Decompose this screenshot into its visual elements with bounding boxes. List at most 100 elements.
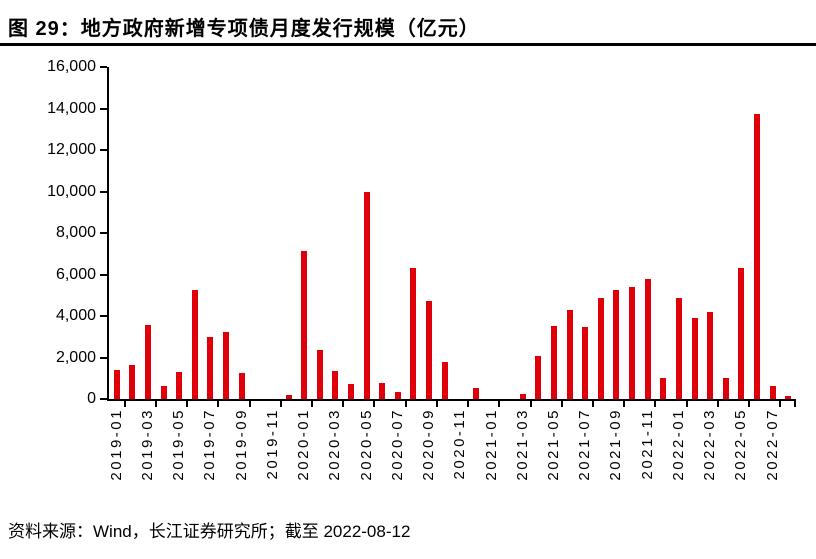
bar-2022-05 [738, 268, 745, 399]
x-axis-tick [467, 401, 470, 407]
y-axis-tick [100, 232, 107, 234]
x-axis-tick-label: 2020-05 [357, 408, 375, 481]
x-axis-tick-label: 2020-07 [388, 408, 406, 481]
x-axis-tick [310, 401, 313, 407]
y-axis-tick-label: 16,000 [47, 58, 96, 75]
x-axis-tick-label: 2020-01 [295, 408, 313, 481]
y-axis-tick [100, 315, 107, 317]
bar-2022-04 [722, 378, 729, 399]
bar-2019-03 [145, 325, 152, 399]
bar-2020-04 [348, 384, 354, 399]
figure-title: 图 29：地方政府新增专项债月度发行规模（亿元） [8, 18, 480, 40]
x-axis-tick [592, 401, 595, 407]
x-axis-tick [154, 401, 157, 407]
x-axis-tick-label: 2021-03 [513, 408, 531, 481]
bar-2022-02 [691, 318, 698, 399]
bar-2019-05 [176, 372, 183, 399]
y-axis-tick [100, 149, 107, 151]
bar-2020-02 [316, 350, 323, 399]
bar-2020-06 [379, 383, 386, 399]
bar-2021-08 [597, 298, 604, 399]
x-axis-tick [748, 401, 751, 407]
bar-chart: 0 2,000 4,000 6,000 8,000 10,000 12,000 14,000 1… [0, 50, 816, 510]
bar-2020-09 [426, 301, 433, 399]
bar-2020-01 [301, 251, 308, 399]
y-axis-tick-label: 0 [87, 390, 96, 407]
x-axis-end-tick [794, 401, 796, 407]
x-axis-tick-label: 2022-03 [701, 408, 719, 481]
x-axis-tick [779, 401, 782, 407]
x-axis-tick-label: 2019-09 [232, 408, 250, 481]
y-axis-tick [100, 356, 107, 359]
y-axis-tick-label: 14,000 [47, 99, 96, 117]
x-axis-tick [623, 401, 626, 407]
y-axis-tick [100, 66, 107, 68]
chart-plot-area [107, 67, 796, 401]
bar-2021-04 [535, 356, 542, 399]
x-axis-tick [123, 401, 126, 407]
bar-2022-08 [785, 396, 792, 399]
source-note: 资料来源：Wind，长江证券研究所；截至 2022-08-12 [8, 522, 411, 541]
x-axis-tick-label: 2021-09 [607, 408, 625, 481]
bar-2022-01 [675, 298, 682, 399]
bar-2020-08 [410, 268, 417, 399]
x-axis-tick [435, 401, 438, 407]
x-axis-tick [529, 401, 532, 407]
x-axis-tick [279, 401, 282, 407]
bar-2021-05 [550, 326, 557, 399]
bar-2021-09 [613, 290, 620, 399]
bar-2020-07 [394, 392, 401, 399]
bar-2021-10 [629, 287, 636, 399]
x-axis-tick [404, 401, 407, 407]
x-axis-tick [716, 401, 719, 407]
y-axis-tick-label: 2,000 [55, 348, 96, 366]
bar-2020-03 [332, 371, 339, 399]
bar-2022-03 [707, 312, 714, 399]
x-axis-tick-label: 2022-01 [669, 408, 687, 481]
x-axis-tick [186, 401, 189, 407]
x-axis-tick-label: 2021-05 [544, 408, 562, 481]
y-axis-tick [100, 273, 107, 276]
x-axis-tick-label: 2019-07 [201, 408, 219, 481]
x-axis-tick [654, 401, 657, 407]
x-axis-tick-label: 2019-05 [170, 408, 188, 481]
bar-2020-10 [441, 362, 448, 399]
x-axis-tick-label: 2019-01 [107, 408, 125, 481]
bar-2020-12 [472, 388, 479, 399]
y-axis-tick [100, 190, 107, 193]
y-axis-tick-label: 10,000 [47, 182, 96, 200]
bar-2021-11 [644, 279, 651, 399]
x-axis-tick [498, 401, 501, 407]
x-axis-tick [342, 401, 345, 407]
y-axis-tick-label: 12,000 [47, 141, 96, 158]
x-axis-tick-label: 2019-11 [263, 408, 281, 480]
bar-2019-02 [129, 365, 136, 399]
bar-2022-07 [769, 386, 776, 399]
x-axis-tick [685, 401, 688, 407]
bar-2019-12 [285, 395, 292, 399]
x-axis-tick-label: 2021-11 [638, 408, 656, 480]
x-axis-tick-label: 2020-09 [420, 408, 438, 481]
y-axis-tick-label: 6,000 [55, 265, 96, 283]
bar-2021-12 [660, 378, 667, 399]
x-axis-tick-label: 2020-03 [326, 408, 344, 481]
bar-2019-01 [113, 370, 120, 399]
bar-2019-06 [191, 290, 198, 399]
bar-2021-07 [582, 327, 589, 399]
bar-2019-07 [207, 337, 214, 399]
x-axis-tick-label: 2021-01 [482, 408, 500, 481]
x-axis-tick [217, 401, 220, 407]
y-axis-tick [100, 398, 107, 400]
bar-2021-06 [566, 310, 573, 399]
bar-2022-06 [753, 114, 760, 399]
x-axis-tick-label: 2022-05 [732, 408, 750, 481]
x-axis-tick [373, 401, 376, 407]
x-axis-tick-label: 2021-07 [576, 408, 594, 481]
bar-2021-03 [519, 394, 526, 399]
x-axis-tick [560, 401, 563, 407]
y-axis-tick-label: 4,000 [55, 307, 96, 324]
bar-2019-09 [238, 373, 245, 399]
x-axis-tick-label: 2020-11 [451, 408, 469, 480]
bar-2019-08 [223, 332, 230, 399]
